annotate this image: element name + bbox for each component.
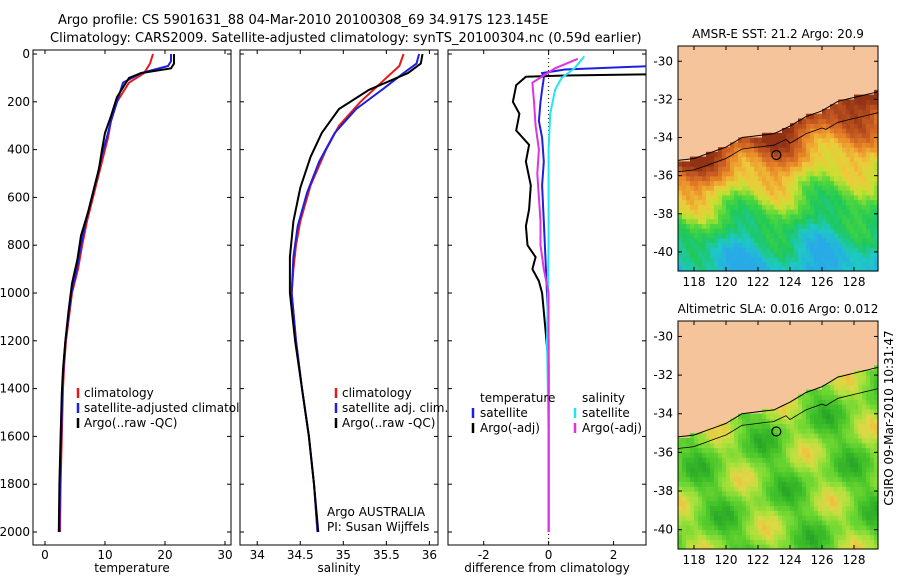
y-tick-label: -34 bbox=[653, 407, 673, 421]
map-title: AMSR-E SST: 21.2 Argo: 20.9 bbox=[692, 27, 864, 41]
x-tick-label: 0 bbox=[41, 548, 49, 562]
legend-entry: Argo(-adj) bbox=[480, 421, 540, 435]
x-tick-label: 30 bbox=[217, 548, 232, 562]
legend-entry: satellite adj. clim. bbox=[342, 401, 448, 415]
x-tick-label: 126 bbox=[811, 553, 834, 567]
shelf-contour bbox=[677, 388, 879, 449]
temperature-panel: 0 10 20 30 0 200 400 600 800 1000 1200 1400 1600 1800… bbox=[0, 47, 262, 575]
x-tick-label: 10 bbox=[97, 548, 112, 562]
timestamp-side-label: CSIRO 09-Mar-2010 10:31:47 bbox=[882, 330, 896, 505]
x-axis-label: difference from climatology bbox=[464, 561, 630, 575]
x-tick-label: 128 bbox=[843, 553, 866, 567]
series-line-argo-adj- bbox=[531, 57, 579, 532]
y-tick-label: 2000 bbox=[0, 525, 30, 539]
x-tick-label: 118 bbox=[683, 275, 706, 289]
x-axis-label: salinity bbox=[317, 561, 360, 575]
ocean-field bbox=[678, 89, 879, 272]
y-tick-label: 1800 bbox=[0, 477, 30, 491]
y-tick-label: -30 bbox=[653, 329, 673, 343]
legend-entry: climatology bbox=[84, 386, 154, 400]
sst-map-panel: AMSR-E SST: 21.2 Argo: 20.9 118 120 122 124 1… bbox=[653, 27, 879, 289]
x-tick-label: 124 bbox=[779, 553, 802, 567]
x-tick-label: 126 bbox=[811, 275, 834, 289]
x-tick-label: 20 bbox=[157, 548, 172, 562]
x-tick-label: 118 bbox=[683, 553, 706, 567]
map-frame bbox=[677, 320, 879, 550]
y-tick-label: 200 bbox=[7, 95, 30, 109]
y-tick-label: 600 bbox=[7, 190, 30, 204]
x-tick-label: 0 bbox=[545, 548, 553, 562]
y-tick-label: -36 bbox=[653, 445, 673, 459]
x-tick-label: 124 bbox=[779, 275, 802, 289]
series-line-argo-adj- bbox=[511, 73, 646, 532]
y-tick-label: -30 bbox=[653, 54, 673, 68]
x-tick-label: 36 bbox=[422, 548, 437, 562]
y-tick-label: 1400 bbox=[0, 382, 30, 396]
coastline bbox=[677, 366, 879, 438]
y-tick-label: -38 bbox=[653, 484, 673, 498]
legend-entry: satellite bbox=[480, 406, 528, 420]
x-axis-label: temperature bbox=[94, 561, 169, 575]
plot-frame bbox=[239, 49, 439, 546]
annotation-line: Argo AUSTRALIA bbox=[327, 505, 426, 519]
series-group bbox=[511, 55, 646, 532]
map-frame bbox=[677, 45, 879, 272]
y-tick-label: -32 bbox=[653, 368, 673, 382]
salinity-panel: 34 34.5 35 35.5 36 salinity climatologysatelli… bbox=[239, 49, 448, 575]
x-tick-label: 120 bbox=[715, 553, 738, 567]
x-tick-label: 122 bbox=[747, 275, 770, 289]
x-tick-label: -2 bbox=[478, 548, 490, 562]
legend-entry: Argo(..raw -QC) bbox=[342, 416, 435, 430]
y-tick-label: 1000 bbox=[0, 286, 30, 300]
y-tick-label: -36 bbox=[653, 169, 673, 183]
x-tick-label: 120 bbox=[715, 275, 738, 289]
y-tick-label: 800 bbox=[7, 238, 30, 252]
y-tick-label: -34 bbox=[653, 131, 673, 145]
legend-group-title: salinity bbox=[582, 391, 625, 405]
x-tick-label: 35.5 bbox=[373, 548, 400, 562]
series-line-argo-raw-qc- bbox=[288, 53, 424, 533]
x-tick-label: 122 bbox=[747, 553, 770, 567]
header-line-2: Climatology: CARS2009. Satellite-adjuste… bbox=[50, 31, 642, 46]
header-line-1: Argo profile: CS 5901631_88 04-Mar-2010 … bbox=[58, 13, 548, 28]
argo-position-marker bbox=[771, 426, 782, 437]
legend-entry: satellite-adjusted climatology bbox=[84, 401, 262, 415]
legend-group-title: temperature bbox=[480, 391, 555, 405]
y-tick-label: 400 bbox=[7, 143, 30, 157]
y-tick-label: -40 bbox=[653, 523, 673, 537]
legend-entry: satellite bbox=[582, 406, 630, 420]
legend-entry: Argo(-adj) bbox=[582, 421, 642, 435]
y-tick-label: 0 bbox=[22, 47, 30, 61]
y-tick-label: 1600 bbox=[0, 429, 30, 443]
legend-entry: climatology bbox=[342, 386, 412, 400]
shelf-contour bbox=[677, 112, 879, 173]
series-group bbox=[288, 53, 424, 533]
ocean-field bbox=[678, 365, 879, 550]
x-tick-label: 128 bbox=[843, 275, 866, 289]
argo-position-marker bbox=[771, 149, 782, 161]
y-tick-label: 1200 bbox=[0, 334, 30, 348]
legend-entry: Argo(..raw -QC) bbox=[84, 416, 177, 430]
x-tick-label: 35 bbox=[336, 548, 351, 562]
x-tick-label: 2 bbox=[610, 548, 618, 562]
map-title: Altimetric SLA: 0.016 Argo: 0.012 bbox=[678, 302, 879, 316]
y-tick-label: -38 bbox=[653, 207, 673, 221]
coastline bbox=[677, 91, 879, 161]
plot-frame bbox=[32, 49, 232, 546]
sla-map-panel: Altimetric SLA: 0.016 Argo: 0.012 118 120 1… bbox=[653, 302, 879, 567]
series-group bbox=[57, 53, 175, 533]
x-tick-label: 34.5 bbox=[287, 548, 314, 562]
y-tick-label: -40 bbox=[653, 245, 673, 259]
x-tick-label: 34 bbox=[250, 548, 265, 562]
y-tick-label: -32 bbox=[653, 92, 673, 106]
annotation-line: PI: Susan Wijffels bbox=[327, 520, 429, 534]
series-line-argo-raw-qc- bbox=[57, 54, 175, 533]
